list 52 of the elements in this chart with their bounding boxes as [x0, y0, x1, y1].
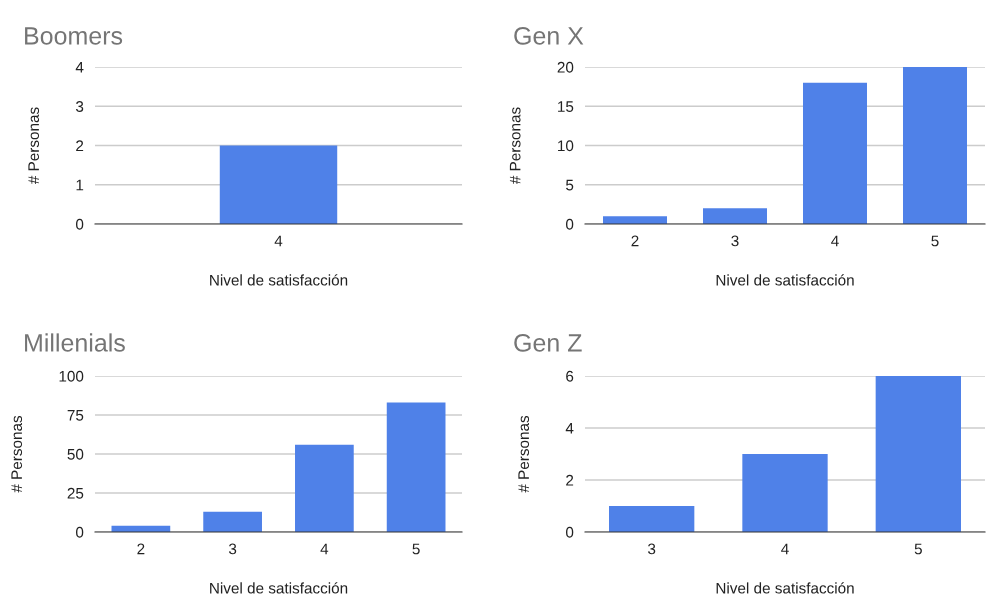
y-tick-label: 4: [565, 423, 574, 434]
bar: [875, 376, 961, 532]
x-tick-label: 2: [137, 543, 145, 555]
y-tick-label: 6: [566, 370, 574, 382]
x-tick-label: 2: [631, 235, 639, 247]
y-tick-label: 20: [557, 61, 574, 73]
y-tick-label: 4: [75, 62, 84, 73]
x-axis-title: Nivel de satisfacción: [210, 582, 348, 594]
x-axis-title: Nivel de satisfacción: [716, 274, 854, 286]
bar: [203, 511, 262, 532]
x-axis-title: Nivel de satisfacción: [716, 582, 854, 594]
bar: [609, 506, 695, 532]
y-tick-label: 1: [76, 179, 84, 191]
x-tick-label: 3: [228, 543, 237, 555]
chart-title: Gen X: [514, 27, 584, 45]
x-axis-title: Nivel de satisfacción: [210, 274, 348, 286]
x-tick-label: 4: [781, 543, 789, 555]
y-tick-label: 100: [59, 370, 84, 382]
x-tick-label: 5: [931, 235, 939, 247]
bar: [295, 444, 354, 532]
y-axis-title: # Personas: [11, 415, 23, 493]
chart-title: Boomers: [25, 27, 123, 45]
chart-title: Gen Z: [514, 334, 582, 352]
y-tick-label: 5: [566, 179, 574, 191]
y-axis-title: # Personas: [509, 107, 521, 185]
y-tick-label: 3: [75, 101, 84, 112]
y-tick-label: 75: [67, 410, 84, 421]
x-tick-label: 3: [731, 235, 739, 247]
x-tick-label: 5: [412, 543, 420, 555]
y-tick-label: 10: [558, 140, 574, 152]
y-tick-label: 0: [565, 526, 574, 538]
bar: [903, 67, 967, 224]
bar: [742, 454, 828, 532]
y-tick-label: 2: [76, 140, 84, 152]
x-tick-label: 5: [914, 543, 922, 555]
x-tick-label: 3: [648, 543, 656, 555]
bar: [703, 208, 767, 224]
bar: [386, 402, 446, 532]
y-tick-label: 50: [67, 448, 84, 460]
y-tick-label: 2: [566, 474, 574, 486]
y-tick-label: 0: [75, 218, 84, 230]
y-tick-label: 15: [558, 101, 574, 112]
y-tick-label: 0: [565, 218, 574, 230]
y-tick-label: 25: [67, 487, 84, 499]
chart-title: Millenials: [25, 333, 125, 352]
x-tick-label: 4: [320, 543, 329, 555]
x-tick-label: 4: [831, 235, 839, 247]
y-axis-title: # Personas: [28, 107, 40, 185]
bar: [803, 82, 867, 224]
x-tick-label: 4: [274, 235, 283, 247]
y-axis-title: # Personas: [518, 415, 530, 493]
y-tick-label: 0: [75, 526, 84, 538]
